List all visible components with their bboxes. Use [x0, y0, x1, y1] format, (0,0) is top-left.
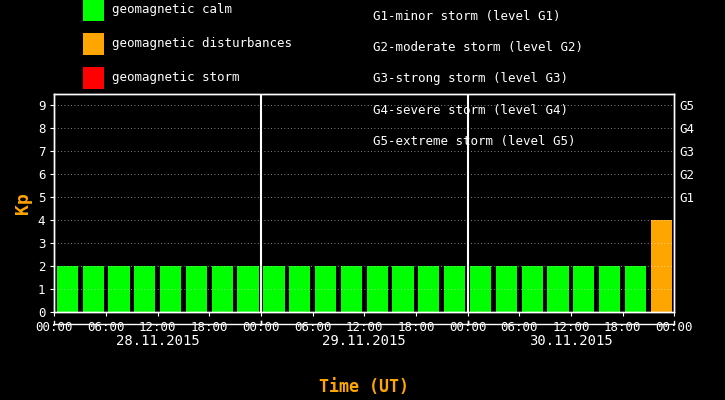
Bar: [83, 266, 104, 312]
Bar: [134, 266, 155, 312]
Bar: [289, 266, 310, 312]
Text: G1-minor storm (level G1): G1-minor storm (level G1): [373, 10, 561, 23]
Text: G4-severe storm (level G4): G4-severe storm (level G4): [373, 104, 568, 117]
Bar: [444, 266, 465, 312]
Text: G5-extreme storm (level G5): G5-extreme storm (level G5): [373, 135, 576, 148]
Bar: [496, 266, 517, 312]
Bar: [599, 266, 621, 312]
Text: 29.11.2015: 29.11.2015: [323, 334, 406, 348]
Bar: [470, 266, 491, 312]
Bar: [367, 266, 388, 312]
Bar: [238, 266, 259, 312]
Y-axis label: Kp: Kp: [14, 192, 33, 214]
Text: G2-moderate storm (level G2): G2-moderate storm (level G2): [373, 41, 584, 54]
Bar: [212, 266, 233, 312]
Text: geomagnetic storm: geomagnetic storm: [112, 72, 240, 84]
Bar: [341, 266, 362, 312]
Text: 30.11.2015: 30.11.2015: [529, 334, 613, 348]
Text: G3-strong storm (level G3): G3-strong storm (level G3): [373, 72, 568, 86]
Bar: [57, 266, 78, 312]
Text: geomagnetic disturbances: geomagnetic disturbances: [112, 38, 292, 50]
Bar: [573, 266, 594, 312]
Text: Time (UT): Time (UT): [319, 378, 410, 396]
Bar: [651, 220, 672, 312]
Bar: [392, 266, 414, 312]
Bar: [160, 266, 181, 312]
Bar: [108, 266, 130, 312]
Bar: [315, 266, 336, 312]
Bar: [547, 266, 568, 312]
Text: 28.11.2015: 28.11.2015: [116, 334, 199, 348]
Bar: [263, 266, 284, 312]
Bar: [625, 266, 646, 312]
Bar: [418, 266, 439, 312]
Bar: [186, 266, 207, 312]
Bar: [521, 266, 543, 312]
Text: geomagnetic calm: geomagnetic calm: [112, 4, 233, 16]
